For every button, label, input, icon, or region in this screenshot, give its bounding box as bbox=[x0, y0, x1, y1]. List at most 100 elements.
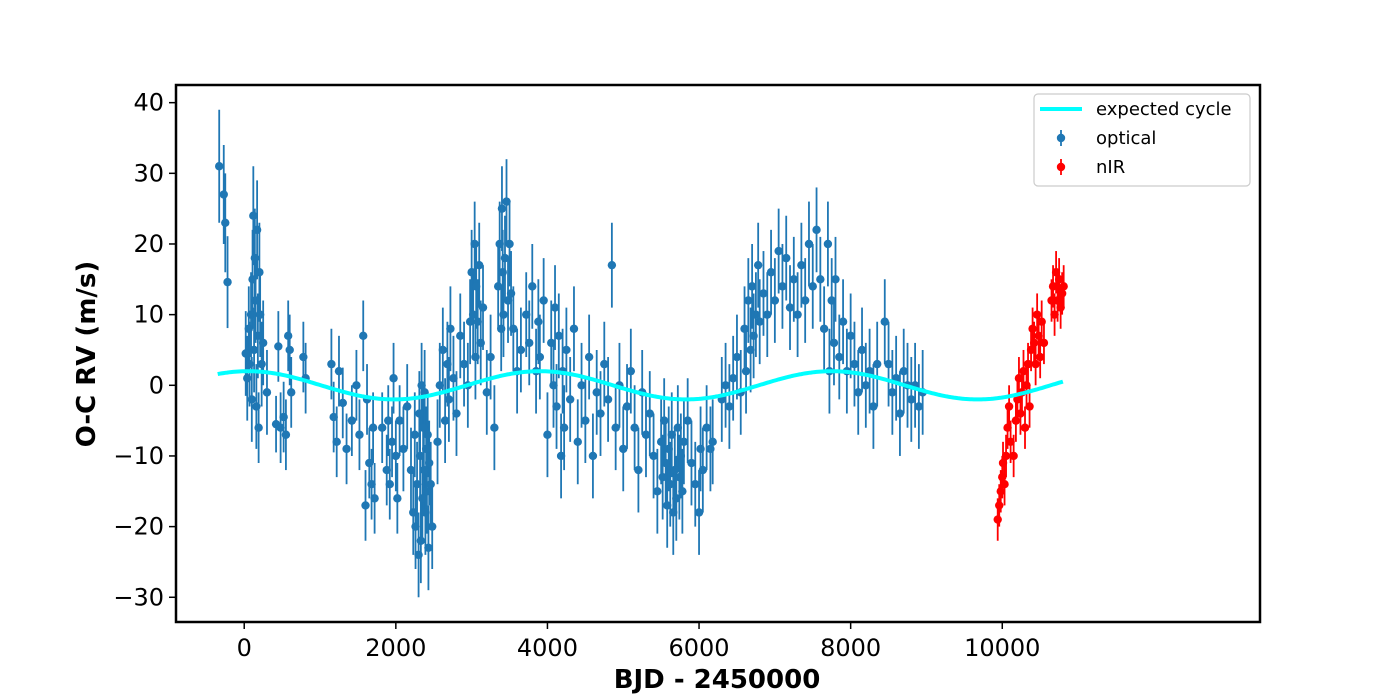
data-point bbox=[367, 480, 376, 489]
data-point bbox=[835, 352, 844, 362]
data-point bbox=[857, 345, 867, 355]
data-point bbox=[428, 522, 437, 531]
data-point bbox=[785, 303, 795, 312]
data-point bbox=[649, 451, 658, 461]
data-point bbox=[503, 296, 513, 305]
y-tick-label: 30 bbox=[133, 159, 164, 187]
data-point bbox=[626, 366, 636, 376]
data-point bbox=[535, 352, 545, 362]
data-point bbox=[691, 480, 700, 489]
data-point bbox=[475, 260, 484, 270]
data-point bbox=[449, 374, 458, 383]
data-point bbox=[1009, 451, 1018, 461]
data-point bbox=[444, 395, 454, 404]
data-point bbox=[452, 409, 461, 418]
data-point bbox=[522, 310, 531, 319]
x-axis-ticks: 0 2000 4000 6000 8000 10000 bbox=[237, 622, 1040, 662]
data-point bbox=[411, 522, 420, 531]
data-point bbox=[1050, 310, 1059, 319]
data-point bbox=[440, 416, 450, 425]
data-point bbox=[907, 395, 916, 404]
data-point bbox=[800, 296, 810, 305]
data-point bbox=[438, 345, 448, 355]
plot-area bbox=[174, 83, 1262, 624]
data-point bbox=[505, 239, 514, 249]
data-point bbox=[415, 451, 425, 461]
data-point bbox=[831, 275, 840, 284]
data-point bbox=[778, 282, 787, 291]
data-point bbox=[516, 345, 526, 355]
data-point bbox=[1023, 359, 1033, 369]
data-point bbox=[478, 303, 488, 312]
data-point bbox=[467, 268, 476, 277]
data-point bbox=[418, 423, 428, 432]
data-point bbox=[573, 437, 582, 447]
data-point bbox=[252, 402, 261, 411]
data-point bbox=[592, 388, 601, 397]
data-point bbox=[812, 225, 821, 235]
y-tick-label: −10 bbox=[113, 442, 164, 470]
data-point bbox=[253, 331, 263, 341]
legend-label: expected cycle bbox=[1096, 99, 1232, 120]
data-point bbox=[1056, 303, 1065, 312]
data-point bbox=[577, 381, 586, 390]
data-point bbox=[656, 437, 666, 447]
data-point bbox=[782, 253, 791, 263]
data-point bbox=[1035, 352, 1045, 362]
data-point bbox=[249, 345, 259, 355]
data-point bbox=[482, 388, 491, 397]
data-point bbox=[421, 444, 431, 454]
plot-frame bbox=[174, 83, 1262, 624]
data-point bbox=[433, 437, 442, 447]
data-point bbox=[252, 225, 262, 235]
x-tick-label: 4000 bbox=[517, 634, 578, 662]
data-point bbox=[534, 317, 543, 326]
data-point bbox=[666, 480, 675, 489]
y-tick-label: 10 bbox=[133, 301, 164, 329]
expected-cycle-line bbox=[217, 369, 1064, 402]
data-point bbox=[552, 402, 561, 411]
data-point bbox=[247, 395, 257, 404]
data-point bbox=[419, 465, 429, 475]
data-point bbox=[490, 423, 499, 432]
data-point bbox=[661, 458, 670, 468]
series-nIR bbox=[993, 251, 1068, 541]
data-point bbox=[753, 260, 763, 270]
data-point bbox=[421, 508, 430, 517]
data-point bbox=[838, 317, 848, 326]
data-point bbox=[819, 324, 829, 333]
data-point bbox=[694, 508, 704, 517]
data-point bbox=[1048, 282, 1058, 291]
data-point bbox=[664, 444, 673, 454]
data-point bbox=[774, 246, 783, 256]
data-point bbox=[746, 345, 755, 355]
data-point bbox=[497, 204, 507, 213]
data-point bbox=[528, 282, 537, 291]
data-point bbox=[600, 359, 609, 369]
y-tick-label: 0 bbox=[149, 371, 164, 399]
data-point bbox=[219, 190, 228, 199]
data-point bbox=[584, 352, 594, 362]
data-point bbox=[251, 296, 260, 305]
data-point bbox=[687, 458, 696, 468]
data-point bbox=[673, 423, 683, 432]
data-point bbox=[698, 465, 708, 475]
data-point bbox=[382, 465, 391, 475]
data-point bbox=[255, 268, 264, 277]
data-point bbox=[423, 430, 432, 439]
x-tick-label: 2000 bbox=[365, 634, 426, 662]
data-point bbox=[281, 430, 291, 439]
data-point bbox=[287, 388, 296, 397]
data-point bbox=[596, 409, 605, 418]
data-point bbox=[789, 275, 799, 284]
data-point bbox=[888, 388, 897, 397]
data-point bbox=[543, 430, 552, 439]
y-tick-label: 40 bbox=[133, 89, 164, 117]
data-point bbox=[872, 359, 882, 369]
data-point bbox=[539, 296, 548, 305]
data-point bbox=[725, 402, 734, 411]
x-tick-label: 6000 bbox=[669, 634, 730, 662]
legend-label: optical bbox=[1096, 128, 1156, 149]
data-point bbox=[389, 374, 398, 383]
data-point bbox=[249, 211, 258, 220]
